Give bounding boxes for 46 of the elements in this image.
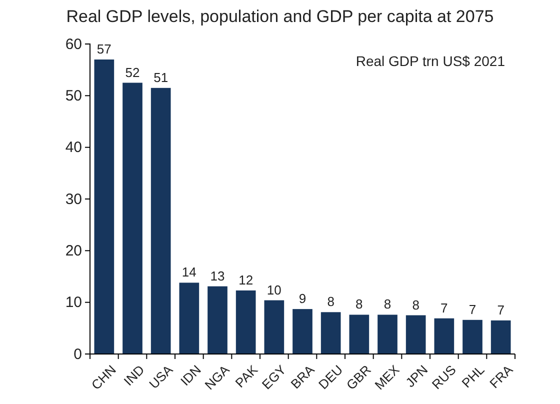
- bar: [179, 282, 200, 354]
- data-label: 10: [266, 282, 282, 298]
- bar: [349, 314, 370, 354]
- x-tick-label: USA: [146, 362, 176, 392]
- y-tick-label: 60: [65, 36, 82, 53]
- bar: [434, 318, 454, 354]
- data-label: 14: [182, 264, 196, 280]
- bar: [378, 314, 398, 354]
- data-label: 51: [154, 70, 168, 85]
- x-tick-label: JPN: [402, 362, 431, 390]
- chart-title: Real GDP levels, population and GDP per capita at 2075: [66, 7, 494, 26]
- x-tick-label: PHL: [458, 362, 488, 391]
- bar: [292, 309, 312, 354]
- y-tick-label: 20: [65, 242, 82, 260]
- data-label: 9: [298, 291, 306, 306]
- data-label: 8: [384, 296, 392, 312]
- bar: [208, 286, 228, 354]
- bar: [406, 315, 426, 354]
- bar: [122, 82, 142, 354]
- bar: [150, 88, 171, 354]
- x-tick-label: IND: [120, 362, 148, 389]
- bar: [236, 290, 256, 354]
- y-tick-label: 50: [65, 87, 82, 104]
- data-label: 8: [327, 294, 334, 310]
- data-label: 12: [238, 272, 254, 288]
- bar: [94, 60, 114, 354]
- x-tick-label: IDN: [177, 362, 204, 389]
- data-label: 13: [210, 268, 225, 284]
- y-tick-label: 10: [65, 294, 82, 312]
- data-label: 8: [356, 296, 363, 312]
- data-label: 57: [96, 42, 112, 56]
- data-label: 8: [412, 297, 420, 312]
- bar: [264, 300, 284, 354]
- data-label: 7: [440, 300, 448, 316]
- y-tick-label: 30: [65, 190, 82, 208]
- data-label: 52: [125, 64, 140, 80]
- x-tick-label: BRA: [288, 362, 318, 392]
- annotation: Real GDP trn US$ 2021: [356, 53, 506, 69]
- bar: [462, 320, 482, 354]
- x-tick-label: FRA: [486, 362, 516, 392]
- bar: [320, 312, 341, 354]
- data-label: 7: [468, 302, 476, 317]
- bar: [490, 320, 511, 354]
- y-tick-label: 0: [74, 346, 82, 363]
- y-tick-label: 40: [65, 139, 82, 156]
- data-label: 7: [497, 302, 504, 318]
